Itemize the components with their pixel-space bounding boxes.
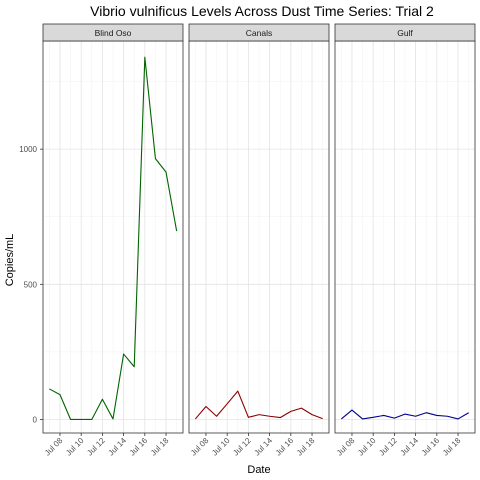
x-tick-label: Jul 08	[189, 436, 211, 458]
series-line	[341, 409, 469, 420]
x-tick-label: Jul 14	[253, 436, 275, 458]
chart-title: Vibrio vulnificus Levels Across Dust Tim…	[90, 3, 434, 19]
x-tick-label: Jul 08	[43, 436, 65, 458]
series-line	[49, 56, 178, 421]
facet-strip-label: Gulf	[397, 28, 413, 38]
y-tick-label: 1000	[19, 145, 37, 154]
facet-strip	[188, 23, 330, 42]
x-tick-label: Jul 12	[85, 436, 107, 458]
facet-strip	[334, 23, 476, 42]
facet-strip-label: Canals	[246, 28, 272, 38]
facet-panel: Canals Jul 08 Jul 10 Jul 12 Jul 14 Jul 16 Jul …	[188, 23, 330, 458]
x-tick-label: Jul 12	[377, 436, 399, 458]
x-tick-label: Jul 10	[356, 436, 378, 458]
x-tick-label: Jul 16	[128, 436, 150, 458]
facet-strip	[42, 23, 184, 42]
x-axis-title: Date	[247, 464, 270, 476]
x-tick-label: Jul 14	[399, 436, 421, 458]
x-tick-label: Jul 18	[441, 436, 463, 458]
x-tick-label: Jul 10	[64, 436, 86, 458]
series-line	[194, 390, 323, 420]
x-tick-label: Jul 16	[274, 436, 296, 458]
x-tick-label: Jul 18	[149, 436, 171, 458]
y-tick-label: 0	[33, 415, 38, 424]
facet-panel: Blind Oso Jul 08 Jul 10 Jul 12 Jul 14 Jul 16 J…	[42, 23, 184, 458]
x-tick-label: Jul 18	[295, 436, 317, 458]
x-tick-label: Jul 08	[335, 436, 357, 458]
y-tick-label: 500	[24, 280, 38, 289]
x-tick-label: Jul 16	[420, 436, 442, 458]
x-tick-label: Jul 12	[231, 436, 253, 458]
x-tick-label: Jul 10	[210, 436, 232, 458]
y-axis-title: Copies/mL	[4, 234, 16, 287]
x-tick-label: Jul 14	[107, 436, 129, 458]
facet-panel: Gulf Jul 08 Jul 10 Jul 12 Jul 14 Jul 16 Jul 18	[334, 23, 476, 458]
facet-strip-label: Blind Oso	[95, 28, 132, 38]
